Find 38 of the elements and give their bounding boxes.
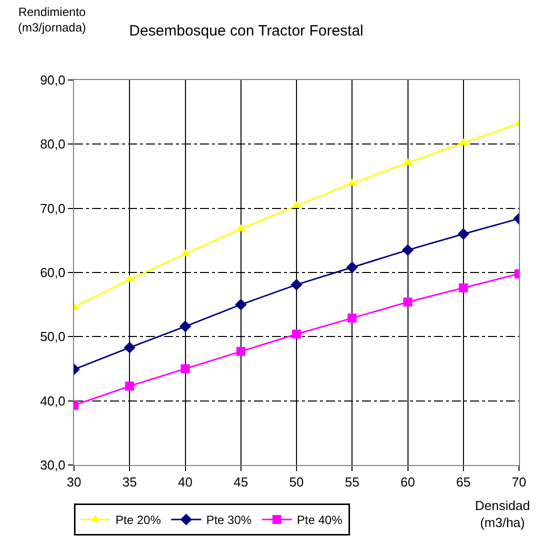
y-axis-title: Rendimiento (m3/jornada)	[18, 5, 86, 35]
point	[235, 298, 247, 310]
point	[180, 364, 190, 374]
x-tick-label: 55	[344, 474, 360, 490]
point	[179, 320, 192, 332]
y-tick-label: 80,0	[40, 136, 66, 152]
point	[236, 346, 246, 356]
point	[458, 283, 468, 292]
x-tick-label: 70	[512, 474, 526, 490]
point	[292, 330, 301, 339]
y-tick-label: 60,0	[40, 265, 66, 280]
point	[458, 228, 470, 240]
point	[125, 382, 134, 391]
x-tick-label: 40	[178, 474, 192, 490]
legend-label: Pte 30%	[206, 513, 252, 528]
point	[290, 278, 302, 291]
x-tick-label: 45	[234, 474, 248, 490]
legend-label: Pte 20%	[116, 513, 162, 528]
point	[348, 314, 357, 323]
legend-label: Pte 40%	[296, 513, 343, 528]
x-tick-label: 50	[289, 474, 304, 490]
point	[180, 249, 190, 256]
y-tick-label: 50,0	[40, 329, 66, 344]
point	[402, 244, 414, 256]
point	[402, 158, 413, 166]
x-tick-label: 30	[66, 474, 82, 490]
x-tick-label: 65	[456, 474, 471, 490]
point	[346, 262, 358, 274]
y-tick-label: 40,0	[40, 393, 66, 408]
x-tick-label: 35	[122, 474, 137, 490]
x-tick-label: 60	[400, 474, 415, 490]
point	[403, 298, 412, 307]
point	[124, 342, 136, 354]
chart-title: Desembosque con Tractor Forestal	[129, 22, 364, 40]
y-tick-label: 70,0	[40, 200, 66, 216]
x-axis-title: Densidad (m3/ha)	[475, 498, 530, 530]
y-tick-label: 90,0	[40, 72, 66, 88]
y-tick-label: 30,0	[40, 458, 66, 473]
